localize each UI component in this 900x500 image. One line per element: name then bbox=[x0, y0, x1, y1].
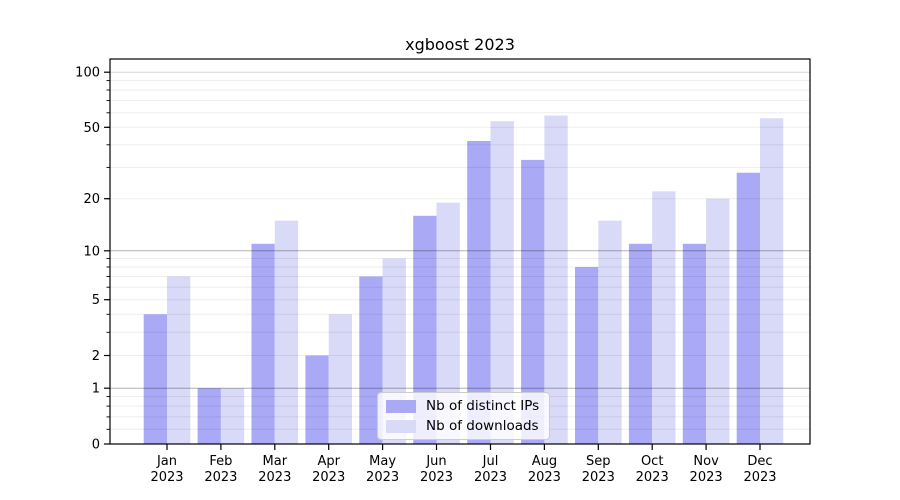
bar-feb-distinct-ips bbox=[197, 388, 221, 444]
y-tick-label: 50 bbox=[83, 121, 100, 136]
bar-oct-downloads bbox=[652, 191, 676, 444]
x-tick-label-month: Jun bbox=[425, 454, 446, 469]
bar-aug-downloads bbox=[544, 115, 568, 444]
bar-may-distinct-ips bbox=[359, 276, 383, 444]
y-tick-label: 0 bbox=[92, 438, 100, 453]
x-tick-label-month: May bbox=[369, 454, 396, 469]
bar-nov-distinct-ips bbox=[682, 243, 707, 444]
legend-label-distinct-ips: Nb of distinct IPs bbox=[426, 398, 540, 414]
bar-dec-downloads bbox=[760, 118, 784, 445]
bar-jan-downloads bbox=[167, 276, 191, 444]
legend: Nb of distinct IPs Nb of downloads bbox=[377, 392, 551, 440]
x-tick-label-month: Feb bbox=[209, 454, 232, 469]
bar-sep-downloads bbox=[598, 220, 622, 444]
x-tick-label-year: 2023 bbox=[636, 470, 669, 485]
bar-mar-distinct-ips bbox=[251, 243, 275, 444]
y-tick-label: 5 bbox=[92, 293, 100, 308]
x-tick-label-year: 2023 bbox=[420, 470, 453, 485]
x-tick-label-month: Sep bbox=[586, 454, 611, 469]
x-tick-label-month: Aug bbox=[532, 454, 557, 469]
bar-dec-distinct-ips bbox=[736, 172, 760, 444]
bar-jun-distinct-ips bbox=[413, 215, 437, 444]
bar-feb-downloads bbox=[220, 388, 245, 444]
y-tick-label: 20 bbox=[83, 192, 100, 207]
x-tick-label-month: Jan bbox=[156, 454, 177, 469]
legend-entry-distinct-ips: Nb of distinct IPs bbox=[386, 398, 539, 414]
y-tick-label: 10 bbox=[83, 244, 100, 259]
bar-sep-distinct-ips bbox=[575, 267, 599, 444]
bar-jul-downloads bbox=[490, 121, 514, 444]
x-tick-label-year: 2023 bbox=[582, 470, 615, 485]
x-tick-label-month: Dec bbox=[747, 454, 772, 469]
bar-apr-distinct-ips bbox=[305, 355, 329, 444]
x-tick-label-year: 2023 bbox=[743, 470, 776, 485]
x-tick-label-year: 2023 bbox=[528, 470, 561, 485]
legend-entry-downloads: Nb of downloads bbox=[386, 418, 539, 434]
x-tick-label-month: Mar bbox=[263, 454, 288, 469]
x-tick-label-year: 2023 bbox=[312, 470, 345, 485]
y-tick-label: 100 bbox=[75, 66, 100, 81]
legend-swatch-distinct-ips-icon bbox=[386, 399, 416, 413]
x-tick-label-year: 2023 bbox=[366, 470, 399, 485]
x-tick-label-month: Apr bbox=[317, 454, 340, 469]
x-tick-label-month: Jul bbox=[482, 454, 499, 469]
bar-jan-distinct-ips bbox=[143, 314, 167, 444]
x-tick-label-year: 2023 bbox=[150, 470, 183, 485]
x-tick-label-year: 2023 bbox=[204, 470, 237, 485]
bar-jul-distinct-ips bbox=[467, 141, 491, 444]
x-tick-label-year: 2023 bbox=[474, 470, 507, 485]
x-tick-label-year: 2023 bbox=[258, 470, 291, 485]
bar-jun-downloads bbox=[436, 202, 460, 444]
legend-label-downloads: Nb of downloads bbox=[426, 418, 539, 434]
x-tick-label-year: 2023 bbox=[690, 470, 723, 485]
chart-title: xgboost 2023 bbox=[405, 35, 515, 54]
bar-oct-distinct-ips bbox=[628, 243, 653, 444]
bar-nov-downloads bbox=[706, 198, 730, 444]
x-tick-label-month: Nov bbox=[693, 454, 719, 469]
bar-apr-downloads bbox=[328, 314, 352, 444]
y-tick-label: 1 bbox=[92, 382, 100, 397]
y-tick-label: 2 bbox=[92, 349, 100, 364]
legend-swatch-downloads-icon bbox=[386, 419, 416, 433]
bar-aug-distinct-ips bbox=[521, 159, 545, 444]
bar-mar-downloads bbox=[274, 220, 299, 444]
plot-frame bbox=[109, 58, 811, 445]
x-tick-label-month: Oct bbox=[641, 454, 663, 469]
